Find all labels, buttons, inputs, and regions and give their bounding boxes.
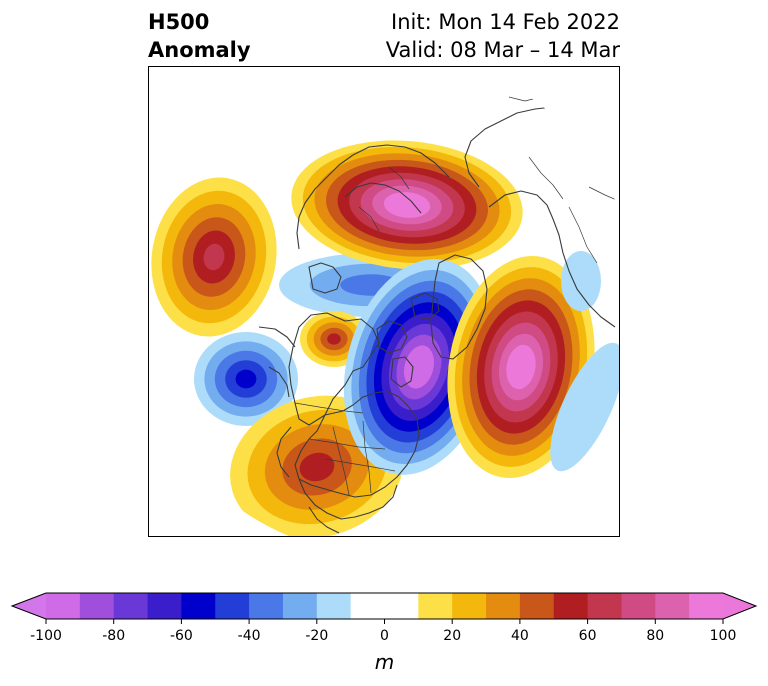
title-field: Anomaly [148,38,251,62]
colorbar-bin [249,593,284,619]
colorbar-bin [418,593,453,619]
colorbar-tick-label: 20 [443,628,461,644]
colorbar-bin [147,593,182,619]
colorbar-unit-label: m [375,650,394,674]
init-date: Init: Mon 14 Feb 2022 [391,10,620,34]
anomaly-ridge-siberia-arctic [291,140,523,270]
colorbar-bin [519,593,555,619]
colorbar-tick-label: 60 [579,628,597,644]
colorbar-bin [181,593,216,619]
anomaly-map [148,66,620,537]
colorbar-under-arrow [12,593,46,619]
colorbar-tick-label: 100 [710,628,737,644]
colorbar-over-arrow [723,593,756,619]
colorbar-tick-label: 40 [511,628,529,644]
contour-level [550,342,619,472]
colorbar-bin [655,593,690,619]
colorbar-bin [46,593,81,619]
colorbar: -100 -80 -60 -40 -20 0 20 40 60 80 100 m [0,580,768,680]
colorbar-tick-label: -100 [30,628,62,644]
contour-level [235,369,257,389]
anomaly-ridge-north-pacific [151,177,277,337]
anomaly-trough-europe [561,251,601,311]
colorbar-bin [452,593,487,619]
contour-level [561,251,601,311]
anomaly-trough-northeast-pacific [194,332,298,426]
title-variable: H500 [148,10,210,34]
colorbar-tick-label: -80 [102,628,125,644]
valid-range: Valid: 08 Mar – 14 Mar [385,38,620,62]
contour-level [203,243,225,271]
colorbar-bin [553,593,589,619]
colorbar-bin [486,593,521,619]
colorbar-bin [282,593,318,619]
colorbar-bin [113,593,149,619]
colorbar-bin [587,593,623,619]
colorbar-tick-label: 0 [380,628,389,644]
contour-level [395,198,419,212]
colorbar-svg: -100 -80 -60 -40 -20 0 20 40 60 80 100 m [10,592,758,674]
contour-level [299,452,335,482]
colorbar-tick-label: 80 [646,628,664,644]
colorbar-bin [215,593,250,619]
contour-level [513,355,529,379]
anomaly-ridge-alaska-yukon [300,311,368,367]
colorbar-bin [621,593,656,619]
colorbar-bin [316,593,352,619]
title-right: Init: Mon 14 Feb 2022 Valid: 08 Mar – 14… [386,8,620,64]
colorbar-bin [350,593,386,619]
contour-level [327,333,341,345]
map-canvas [149,67,619,536]
colorbar-tick-label: -20 [305,628,328,644]
coastlines-borders [258,96,619,534]
colorbar-tick-label: -40 [238,628,261,644]
colorbar-bin [79,593,115,619]
colorbar-tick-label: -60 [170,628,193,644]
anomaly-trough-eastern-atlantic [550,342,619,472]
contour-level [411,356,427,378]
title-left: H500 Anomaly [148,8,251,64]
colorbar-bin [689,593,724,619]
colorbar-bin [384,593,419,619]
